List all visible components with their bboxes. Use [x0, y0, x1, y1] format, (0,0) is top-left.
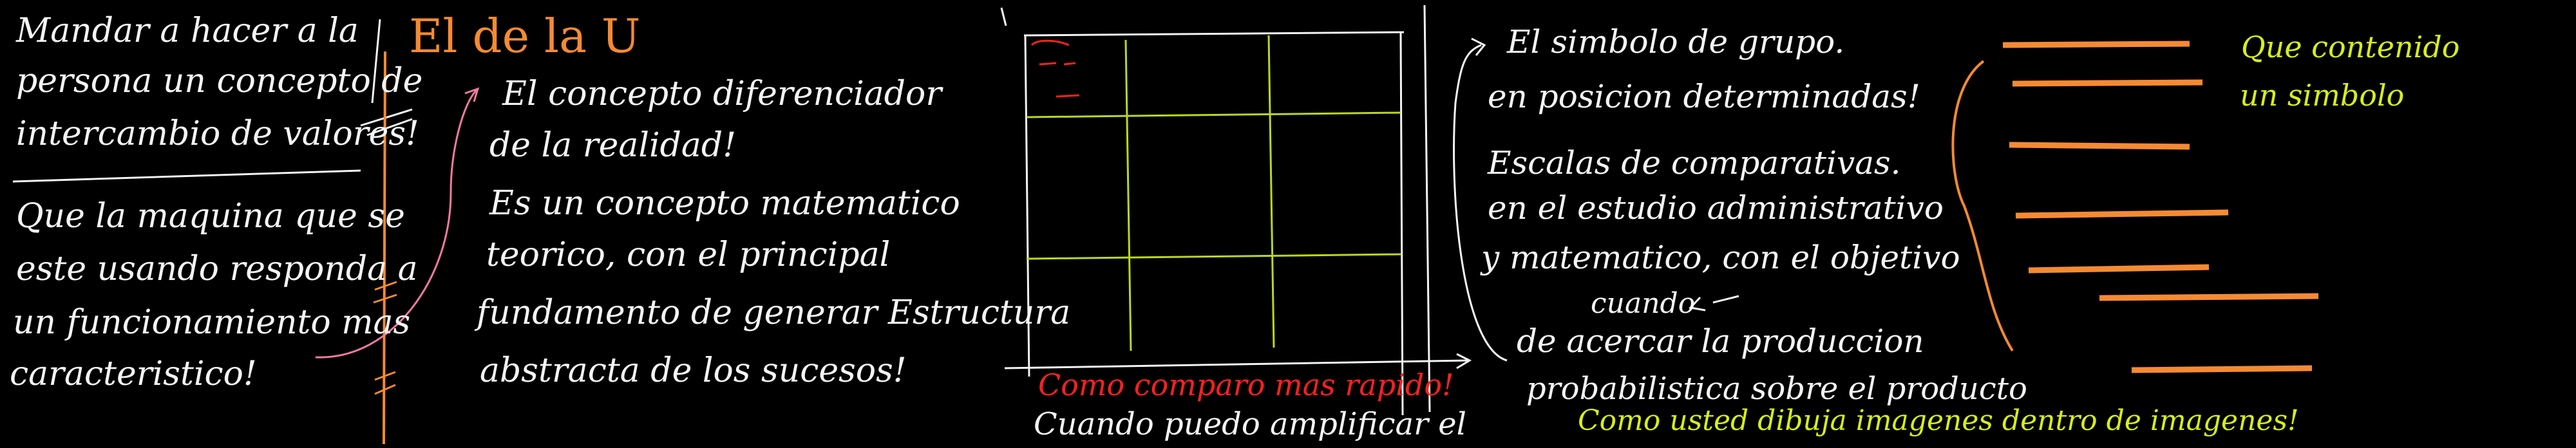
orange-tick-4 — [374, 384, 396, 395]
right-bracket-arrowhead — [1471, 37, 1486, 56]
orange-bar-7 — [2131, 365, 2313, 373]
concept-line-3: Es un concepto matematico — [489, 184, 960, 223]
right-line-1: El simbolo de grupo. — [1507, 23, 1845, 61]
pink-connector-arrow — [315, 89, 478, 359]
machine-text-line-4: caracteristico! — [10, 355, 257, 393]
orange-tick-3 — [374, 371, 396, 381]
underline-left — [12, 169, 361, 183]
grid-left-border — [1024, 35, 1030, 377]
orange-bar-6 — [2099, 293, 2319, 301]
orange-tick-2 — [373, 294, 397, 304]
concept-line-6: abstracta de los sucesos! — [480, 351, 907, 390]
cuando-arrow — [1712, 295, 1739, 304]
divider-left-short-2 — [366, 118, 413, 136]
right-line-4: en el estudio administrativo — [1488, 189, 1944, 227]
grid-axis-right — [1423, 5, 1431, 413]
orange-brace — [1951, 60, 2014, 352]
left-text-line-2: persona un concepto de — [16, 62, 423, 100]
pink-arrowhead — [464, 87, 480, 102]
grid-top-border — [1023, 31, 1405, 37]
concept-line-4: teorico, con el principal — [486, 236, 891, 274]
cuando-arrowhead — [1689, 296, 1706, 312]
grid-vline-1 — [1124, 39, 1132, 351]
machine-text-line-3: un funcionamiento mas — [13, 303, 411, 342]
grid-vline-2 — [1267, 35, 1275, 348]
orange-bar-3 — [2009, 142, 2190, 150]
red-scribble-4 — [1056, 94, 1080, 98]
red-scribble-2 — [1039, 62, 1057, 66]
divider-left-top — [371, 19, 381, 104]
grid-hline-2 — [1026, 253, 1401, 260]
yellow-bottom-note: Como usted dibuja imagenes dentro de ima… — [1578, 404, 2299, 437]
yellow-right-line-2: un simbolo — [2240, 78, 2405, 113]
grid-axis-left — [1000, 7, 1007, 26]
left-text-line-1: Mandar a hacer a la — [16, 12, 359, 50]
right-line-7: de acercar la produccion — [1517, 322, 1924, 360]
concept-line-5: fundamento de generar Estructura — [477, 294, 1071, 332]
orange-bar-5 — [2028, 264, 2210, 274]
orange-bar-1 — [2002, 41, 2190, 48]
grid-bottom-arrowhead — [1456, 353, 1472, 369]
orange-column-line — [383, 51, 386, 445]
divider-left-short — [360, 108, 413, 127]
grid-bottom-axis — [1004, 359, 1469, 369]
orange-tick-1 — [374, 281, 397, 291]
right-line-8: probabilistica sobre el producto — [1526, 371, 2027, 407]
title-el-de-la-u: El de la U — [409, 9, 641, 63]
orange-bar-4 — [2015, 209, 2229, 219]
machine-text-line-2: este usando responda a — [16, 250, 418, 288]
grid-right-border — [1399, 32, 1404, 416]
orange-bar-2 — [2012, 79, 2203, 87]
concept-line-2: de la realidad! — [489, 126, 737, 165]
left-text-line-3: intercambio de valores! — [16, 115, 419, 153]
machine-text-line-1: Que la maquina que se — [16, 197, 405, 236]
right-line-6: cuando — [1591, 287, 1696, 320]
red-scribble-1 — [1030, 39, 1070, 46]
concept-line-1: El concepto diferenciador — [502, 75, 942, 113]
grid-caption-white: Cuando puedo amplificar el — [1034, 406, 1467, 442]
right-line-5: y matematico, con el objetivo — [1481, 239, 1960, 276]
right-bracket-arrow — [1453, 44, 1508, 362]
grid-hline-1 — [1026, 111, 1401, 118]
grid-caption-red: Como comparo mas rapido! — [1038, 368, 1454, 402]
red-scribble-3 — [1063, 62, 1076, 66]
yellow-right-line-1: Que contenido — [2241, 30, 2460, 64]
right-line-2: en posicion determinadas! — [1488, 78, 1920, 115]
right-line-3: Escalas de comparativas. — [1488, 144, 1901, 182]
